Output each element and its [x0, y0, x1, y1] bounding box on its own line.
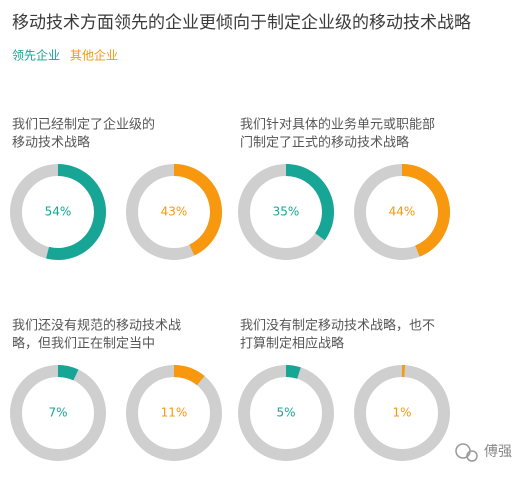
panel-title: 我们还没有规范的移动技术战	[12, 318, 181, 334]
donut-segment	[285, 164, 334, 241]
legend-other: 其他企业	[70, 48, 118, 63]
value-label: 1%	[392, 406, 411, 420]
donut-segment	[57, 365, 79, 381]
panel-title: 移动技术战略	[12, 135, 90, 151]
panel-title: 略，但我们正在制定当中	[12, 336, 155, 352]
watermark-icon	[455, 443, 478, 462]
value-label: 7%	[48, 406, 67, 420]
donut-segment	[173, 365, 205, 386]
panel-title: 我们没有制定移动技术战略，也不	[240, 318, 435, 334]
watermark: 傅强	[484, 444, 512, 460]
value-label: 44%	[389, 205, 416, 219]
panel-title: 我们针对具体的业务单元或职能部	[240, 117, 435, 133]
panel-title: 我们已经制定了企业级的	[12, 117, 155, 133]
legend-leading: 领先企业	[12, 48, 60, 63]
value-label: 11%	[161, 406, 188, 420]
panel-title: 打算制定相应战略	[240, 336, 344, 352]
value-label: 35%	[273, 205, 300, 219]
page-title: 移动技术方面领先的企业更倾向于制定企业级的移动技术战略	[12, 13, 471, 33]
value-label: 5%	[276, 406, 295, 420]
value-label: 54%	[45, 205, 72, 219]
value-label: 43%	[161, 205, 188, 219]
donut-segment	[285, 365, 301, 379]
panel-title: 门制定了正式的移动技术战略	[240, 135, 409, 151]
donut-segment	[401, 164, 450, 257]
donut-segment	[46, 164, 106, 260]
donut-segment	[173, 164, 222, 256]
